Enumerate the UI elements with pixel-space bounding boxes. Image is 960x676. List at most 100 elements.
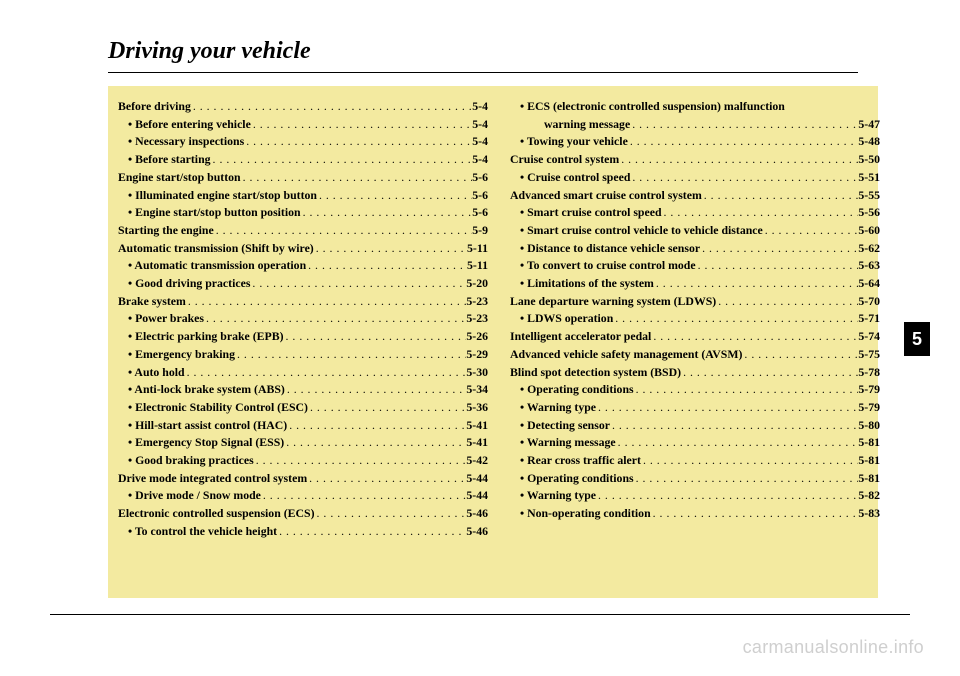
toc-page-number: 5-4 xyxy=(472,98,488,116)
toc-page-number: 5-48 xyxy=(858,133,880,151)
toc-right-column: • ECS (electronic controlled suspension)… xyxy=(510,98,880,592)
toc-label: • Non-operating condition xyxy=(520,505,651,523)
toc-label: Lane departure warning system (LDWS) xyxy=(510,293,716,311)
toc-page-number: 5-6 xyxy=(472,204,488,222)
toc-page-number: 5-79 xyxy=(858,399,880,417)
toc-leader-dots: . . . . . . . . . . . . . . . . . . . . … xyxy=(314,240,467,258)
toc-entry: • Electronic Stability Control (ESC) . .… xyxy=(118,399,488,417)
watermark-text: carmanualsonline.info xyxy=(743,637,924,658)
toc-page-number: 5-83 xyxy=(858,505,880,523)
toc-page-number: 5-23 xyxy=(466,310,488,328)
toc-leader-dots: . . . . . . . . . . . . . . . . . . . . … xyxy=(742,346,858,364)
toc-page-number: 5-46 xyxy=(466,505,488,523)
toc-leader-dots: . . . . . . . . . . . . . . . . . . . . … xyxy=(634,470,859,488)
toc-entry: • Engine start/stop button position . . … xyxy=(118,204,488,222)
toc-leader-dots: . . . . . . . . . . . . . . . . . . . . … xyxy=(696,257,859,275)
toc-label: • Operating conditions xyxy=(520,470,634,488)
toc-label: • Electric parking brake (EPB) xyxy=(128,328,284,346)
toc-entry: • Smart cruise control vehicle to vehicl… xyxy=(510,222,880,240)
toc-entry: • Cruise control speed . . . . . . . . .… xyxy=(510,169,880,187)
toc-page-number: 5-64 xyxy=(858,275,880,293)
toc-page-number: 5-6 xyxy=(472,169,488,187)
toc-leader-dots: . . . . . . . . . . . . . . . . . . . . … xyxy=(763,222,859,240)
toc-entry: • Distance to distance vehicle sensor . … xyxy=(510,240,880,258)
toc-page-number: 5-80 xyxy=(858,417,880,435)
toc-leader-dots: . . . . . . . . . . . . . . . . . . . . … xyxy=(254,452,467,470)
toc-leader-dots: . . . . . . . . . . . . . . . . . . . . … xyxy=(616,434,859,452)
toc-label: Engine start/stop button xyxy=(118,169,241,187)
toc-page-number: 5-42 xyxy=(466,452,488,470)
toc-leader-dots: . . . . . . . . . . . . . . . . . . . . … xyxy=(630,116,858,134)
toc-label: • Power brakes xyxy=(128,310,204,328)
toc-label: Blind spot detection system (BSD) xyxy=(510,364,681,382)
toc-entry: • Anti-lock brake system (ABS) . . . . .… xyxy=(118,381,488,399)
toc-page-number: 5-70 xyxy=(858,293,880,311)
toc-label: Starting the engine xyxy=(118,222,214,240)
toc-entry: Intelligent accelerator pedal . . . . . … xyxy=(510,328,880,346)
toc-leader-dots: . . . . . . . . . . . . . . . . . . . . … xyxy=(191,98,472,116)
toc-leader-dots: . . . . . . . . . . . . . . . . . . . . … xyxy=(662,204,859,222)
toc-page-number: 5-78 xyxy=(858,364,880,382)
toc-entry: Before driving . . . . . . . . . . . . .… xyxy=(118,98,488,116)
toc-page-number: 5-6 xyxy=(472,187,488,205)
title-rule xyxy=(108,72,858,73)
toc-leader-dots: . . . . . . . . . . . . . . . . . . . . … xyxy=(307,470,466,488)
toc-leader-dots: . . . . . . . . . . . . . . . . . . . . … xyxy=(301,204,473,222)
toc-leader-dots: . . . . . . . . . . . . . . . . . . . . … xyxy=(186,293,467,311)
toc-columns: Before driving . . . . . . . . . . . . .… xyxy=(118,98,874,592)
toc-label: Automatic transmission (Shift by wire) xyxy=(118,240,314,258)
toc-leader-dots: . . . . . . . . . . . . . . . . . . . . … xyxy=(241,169,473,187)
toc-leader-dots: . . . . . . . . . . . . . . . . . . . . … xyxy=(654,275,858,293)
toc-entry: • Drive mode / Snow mode . . . . . . . .… xyxy=(118,487,488,505)
toc-label: • Automatic transmission operation xyxy=(128,257,306,275)
toc-label: • Auto hold xyxy=(128,364,185,382)
toc-entry: • Detecting sensor . . . . . . . . . . .… xyxy=(510,417,880,435)
toc-label: • To convert to cruise control mode xyxy=(520,257,696,275)
toc-entry: • Electric parking brake (EPB) . . . . .… xyxy=(118,328,488,346)
toc-entry: Advanced vehicle safety management (AVSM… xyxy=(510,346,880,364)
toc-leader-dots: . . . . . . . . . . . . . . . . . . . . … xyxy=(235,346,466,364)
toc-label: • To control the vehicle height xyxy=(128,523,277,541)
toc-page-number: 5-44 xyxy=(466,487,488,505)
toc-entry: • LDWS operation . . . . . . . . . . . .… xyxy=(510,310,880,328)
toc-entry: • Good braking practices . . . . . . . .… xyxy=(118,452,488,470)
toc-entry: • Operating conditions . . . . . . . . .… xyxy=(510,470,880,488)
toc-label: • Warning message xyxy=(520,434,616,452)
toc-page-number: 5-4 xyxy=(472,133,488,151)
toc-entry: • Emergency Stop Signal (ESS) . . . . . … xyxy=(118,434,488,452)
toc-leader-dots: . . . . . . . . . . . . . . . . . . . . … xyxy=(596,399,858,417)
toc-label: • Rear cross traffic alert xyxy=(520,452,641,470)
toc-leader-dots: . . . . . . . . . . . . . . . . . . . . … xyxy=(308,399,466,417)
toc-leader-dots: . . . . . . . . . . . . . . . . . . . . … xyxy=(716,293,858,311)
toc-label: • Cruise control speed xyxy=(520,169,630,187)
toc-leader-dots: . . . . . . . . . . . . . . . . . . . . … xyxy=(284,328,467,346)
toc-page-number: 5-62 xyxy=(858,240,880,258)
toc-entry: • Towing your vehicle . . . . . . . . . … xyxy=(510,133,880,151)
toc-page-number: 5-41 xyxy=(466,417,488,435)
toc-entry: Engine start/stop button . . . . . . . .… xyxy=(118,169,488,187)
toc-entry: • Non-operating condition . . . . . . . … xyxy=(510,505,880,523)
toc-page-number: 5-34 xyxy=(466,381,488,399)
toc-entry: • Illuminated engine start/stop button .… xyxy=(118,187,488,205)
toc-leader-dots: . . . . . . . . . . . . . . . . . . . . … xyxy=(185,364,467,382)
toc-entry: • Necessary inspections . . . . . . . . … xyxy=(118,133,488,151)
toc-page-number: 5-56 xyxy=(858,204,880,222)
toc-entry: • Power brakes . . . . . . . . . . . . .… xyxy=(118,310,488,328)
toc-entry: • Automatic transmission operation . . .… xyxy=(118,257,488,275)
toc-leader-dots: . . . . . . . . . . . . . . . . . . . . … xyxy=(641,452,858,470)
toc-page-number: 5-4 xyxy=(472,116,488,134)
toc-page-number: 5-75 xyxy=(858,346,880,364)
toc-label: warning message xyxy=(544,116,630,134)
toc-left-column: Before driving . . . . . . . . . . . . .… xyxy=(118,98,488,592)
toc-label: • Electronic Stability Control (ESC) xyxy=(128,399,308,417)
toc-entry: • Warning type . . . . . . . . . . . . .… xyxy=(510,487,880,505)
toc-page-number: 5-9 xyxy=(472,222,488,240)
toc-leader-dots: . . . . . . . . . . . . . . . . . . . . … xyxy=(700,240,858,258)
toc-entry: • Emergency braking . . . . . . . . . . … xyxy=(118,346,488,364)
toc-entry: • Before starting . . . . . . . . . . . … xyxy=(118,151,488,169)
toc-leader-dots: . . . . . . . . . . . . . . . . . . . . … xyxy=(261,487,466,505)
toc-label: • Emergency Stop Signal (ESS) xyxy=(128,434,284,452)
toc-label: • Limitations of the system xyxy=(520,275,654,293)
toc-leader-dots: . . . . . . . . . . . . . . . . . . . . … xyxy=(619,151,858,169)
toc-leader-dots: . . . . . . . . . . . . . . . . . . . . … xyxy=(613,310,858,328)
